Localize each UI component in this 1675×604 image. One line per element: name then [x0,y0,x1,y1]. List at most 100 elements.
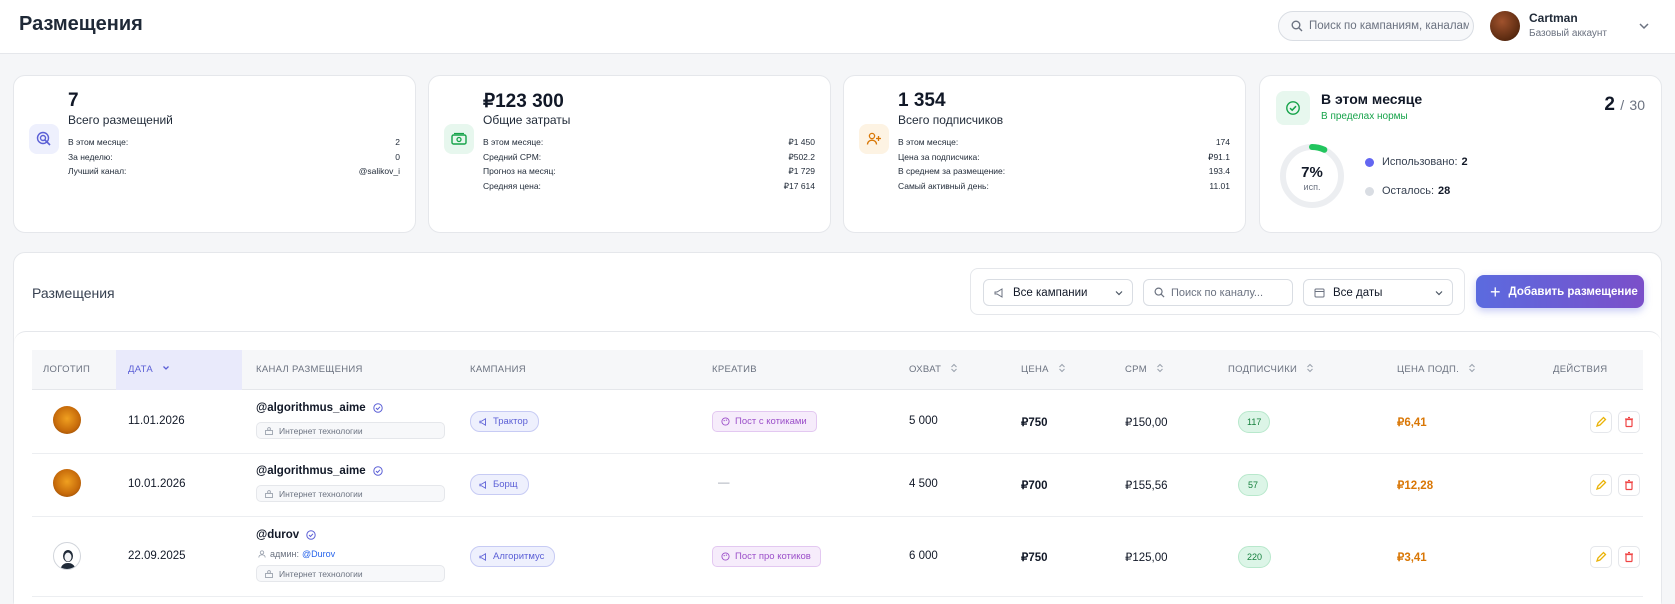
global-search-input[interactable] [1309,20,1469,32]
user-avatar[interactable] [1490,11,1520,41]
channel-topic-tag: Интернет технологии [256,565,445,582]
col-price[interactable]: ЦЕНА [1021,350,1066,390]
campaign-tag[interactable]: Борщ [470,474,529,495]
stat-row: В этом месяце: 174 [898,137,1230,147]
stat-value: 1 354 [898,90,946,111]
row-price: ₽750 [1021,417,1048,429]
row-cpm: ₽125,00 [1125,552,1168,564]
pencil-icon [1595,416,1607,428]
row-reach: 4 500 [909,478,938,490]
row-channel[interactable]: @algorithmus_aime [256,402,383,414]
row-channel[interactable]: @algorithmus_aime [256,465,383,477]
user-plan: Базовый аккаунт [1529,28,1607,39]
channel-logo [53,542,81,570]
row-reach: 6 000 [909,550,938,562]
row-channel[interactable]: @durov [256,529,316,541]
legend-left: Осталось: 28 [1365,185,1450,197]
topic-icon [265,426,273,435]
campaign-tag[interactable]: Алгоритмус [470,546,556,567]
row-price: ₽750 [1021,552,1048,564]
creative-tag[interactable]: Пост про котиков [712,546,821,567]
row-sub-price: ₽6,41 [1397,417,1427,429]
channel-topic-tag: Интернет технологии [256,485,445,502]
legend-dot [1365,186,1374,196]
col-date[interactable]: ДАТА [116,350,242,390]
row-price: ₽700 [1021,480,1048,492]
col-campaign: КАМПАНИЯ [470,364,526,375]
placements-table: ЛОГОТИП ДАТА КАНАЛ РАЗМЕЩЕНИЯ КАМПАНИЯ К… [14,331,1661,604]
stat-row: Лучший канал: @salikov_i [68,166,400,176]
col-creative: КРЕАТИВ [712,364,757,375]
sort-icon [1307,363,1314,373]
channel-search-input[interactable] [1171,286,1281,299]
channel-logo [53,406,81,434]
plus-icon: + [1490,281,1501,302]
filters-bar: Все кампании Все даты [970,268,1465,315]
table-row[interactable]: 22.09.2025 @durov админ: @Durov Интернет… [32,517,1643,597]
stat-value: ₽123 300 [483,91,564,112]
stat-details: В этом месяце: 174 Цена за подписчика: ₽91… [898,135,1230,193]
chevron-down-icon [1435,291,1443,296]
creative-tag[interactable]: Пост с котиками [712,411,817,432]
pencil-icon [1595,479,1607,491]
usage-donut [1280,144,1344,208]
add-placement-button[interactable]: + Добавить размещение [1476,275,1644,308]
delete-button[interactable] [1618,474,1640,496]
sort-icon [951,363,958,373]
edit-button[interactable] [1590,474,1612,496]
campaign-tag[interactable]: Трактор [470,411,539,432]
verified-icon [372,403,383,413]
col-subscribers[interactable]: ПОДПИСЧИКИ [1228,350,1314,390]
usage-percent: 7% [1301,164,1323,181]
table-row[interactable]: 10.01.2026 @algorithmus_aime Интернет те… [32,454,1643,517]
subs-badge: 57 [1238,474,1268,496]
megaphone-icon [479,417,486,426]
date-filter[interactable]: Все даты [1303,279,1453,306]
col-reach[interactable]: ОХВАТ [909,350,958,390]
col-actions: ДЕЙСТВИЯ [1553,364,1608,375]
admin-link[interactable]: @Durov [301,549,336,559]
campaign-filter[interactable]: Все кампании [983,279,1133,306]
chevron-down-icon [1115,291,1123,296]
col-cpm[interactable]: CPM [1125,350,1164,390]
stat-details: В этом месяце: 2 За неделю: 0 Лучший канал… [68,135,400,179]
global-search[interactable] [1278,11,1474,41]
stat-value: 7 [68,90,79,111]
delete-button[interactable] [1618,546,1640,568]
delete-button[interactable] [1618,411,1640,433]
table-row[interactable]: 11.01.2026 @algorithmus_aime Интернет те… [32,391,1643,454]
edit-button[interactable] [1590,411,1612,433]
pencil-icon [1595,551,1607,563]
stat-row: За неделю: 0 [68,151,400,162]
sort-icon [1469,363,1475,373]
month-usage-count: 2 / 30 [1604,94,1645,115]
search-icon [1291,20,1303,32]
stat-row: В этом месяце: ₽1 450 [483,137,815,147]
row-date: 22.09.2025 [128,550,186,562]
target-icon [29,124,59,154]
col-channel: КАНАЛ РАЗМЕЩЕНИЯ [256,364,363,375]
chevron-down-icon[interactable] [1636,18,1652,34]
stat-label: Всего подписчиков [898,113,1004,127]
row-sub-price: ₽12,28 [1397,480,1434,492]
month-status: В пределах нормы [1321,111,1408,122]
stat-label: Всего размещений [68,113,173,127]
trash-icon [1625,416,1633,428]
edit-button[interactable] [1590,546,1612,568]
stat-row: В среднем за размещение: 193.4 [898,166,1230,176]
stat-row: Средняя цена: ₽17 614 [483,180,815,191]
row-reach: 5 000 [909,415,938,427]
stat-row: Прогноз на месяц: ₽1 729 [483,166,815,176]
topic-icon [265,489,273,498]
trash-icon [1625,479,1633,491]
stat-row: Средний CPM: ₽502.2 [483,151,815,162]
col-sub-price[interactable]: ЦЕНА ПОДП. [1397,350,1476,390]
row-cpm: ₽150,00 [1125,417,1168,429]
row-cpm: ₽155,56 [1125,480,1168,492]
stat-card-spend: ₽123 300 Общие затраты В этом месяце: ₽1 … [428,75,831,233]
channel-topic-tag: Интернет технологии [256,422,445,439]
check-circle-icon [1276,91,1310,125]
user-icon [258,550,266,558]
row-date: 11.01.2026 [128,415,185,427]
channel-search[interactable] [1143,279,1293,306]
